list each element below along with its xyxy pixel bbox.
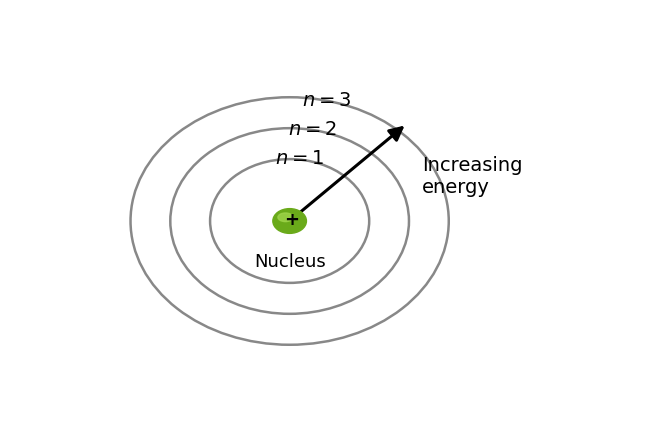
Text: $n = 3$: $n = 3$ bbox=[302, 91, 351, 110]
Text: $n = 2$: $n = 2$ bbox=[289, 120, 337, 139]
Ellipse shape bbox=[273, 209, 306, 233]
Ellipse shape bbox=[278, 213, 293, 221]
Text: +: + bbox=[284, 211, 299, 229]
Text: Increasing
energy: Increasing energy bbox=[422, 156, 523, 197]
Text: Nucleus: Nucleus bbox=[254, 253, 326, 271]
Text: $n = 1$: $n = 1$ bbox=[275, 149, 324, 168]
